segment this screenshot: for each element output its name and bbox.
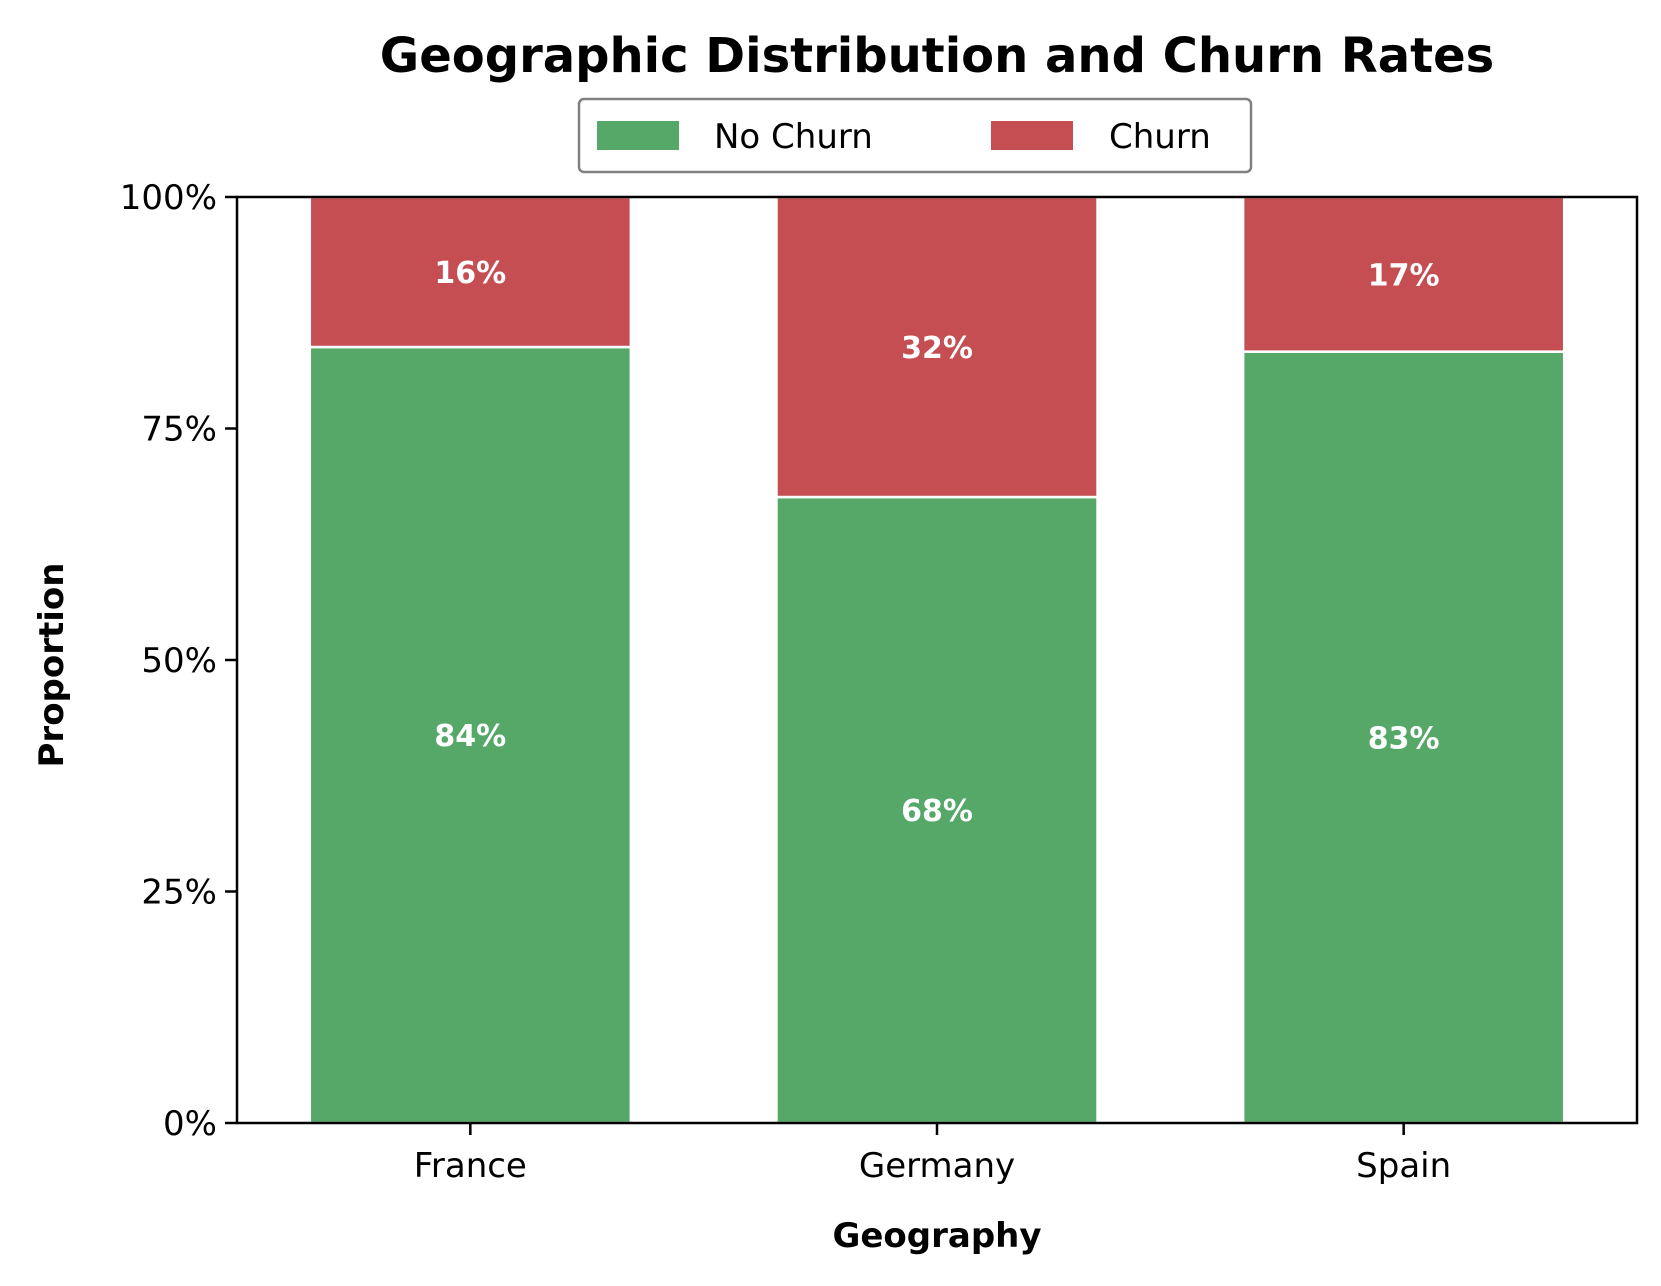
y-axis: 0% 25% 50% 75% 100%	[120, 178, 237, 1144]
chart-title: Geographic Distribution and Churn Rates	[380, 28, 1494, 84]
bar-label-churn: 16%	[434, 256, 506, 291]
bar-label-no-churn: 68%	[901, 794, 973, 829]
x-tick-label: Spain	[1356, 1146, 1451, 1186]
legend-label-churn: Churn	[1109, 117, 1211, 157]
x-axis-label: Geography	[832, 1216, 1041, 1256]
legend-label-no-churn: No Churn	[714, 117, 873, 157]
legend-frame	[577, 97, 1253, 174]
bar-label-churn: 17%	[1368, 258, 1440, 293]
y-tick-label: 25%	[141, 873, 217, 913]
x-axis: France Germany Spain	[414, 1123, 1451, 1186]
bar-value-labels: 84% 16% 68% 32% 83% 17%	[434, 256, 1439, 829]
bar-churn	[775, 195, 1099, 499]
bar-no-churn	[775, 495, 1099, 1125]
bar-no-churn	[308, 345, 633, 1125]
legend: No Churn Churn	[577, 97, 1253, 174]
bar-label-no-churn: 84%	[434, 719, 506, 754]
y-tick-label: 75%	[141, 410, 217, 450]
x-tick-label: France	[414, 1146, 527, 1186]
y-axis-label: Proportion	[32, 563, 72, 768]
bar-label-no-churn: 83%	[1368, 721, 1440, 756]
bar-label-churn: 32%	[901, 331, 973, 366]
x-tick-label: Germany	[859, 1146, 1015, 1186]
y-tick-label: 0%	[163, 1104, 217, 1144]
bar-churn	[1241, 195, 1566, 353]
y-tick-label: 50%	[141, 641, 217, 681]
legend-swatch-no-churn	[597, 121, 679, 150]
legend-swatch-churn	[991, 121, 1073, 150]
bars	[308, 195, 1566, 1125]
y-tick-label: 100%	[120, 178, 217, 218]
